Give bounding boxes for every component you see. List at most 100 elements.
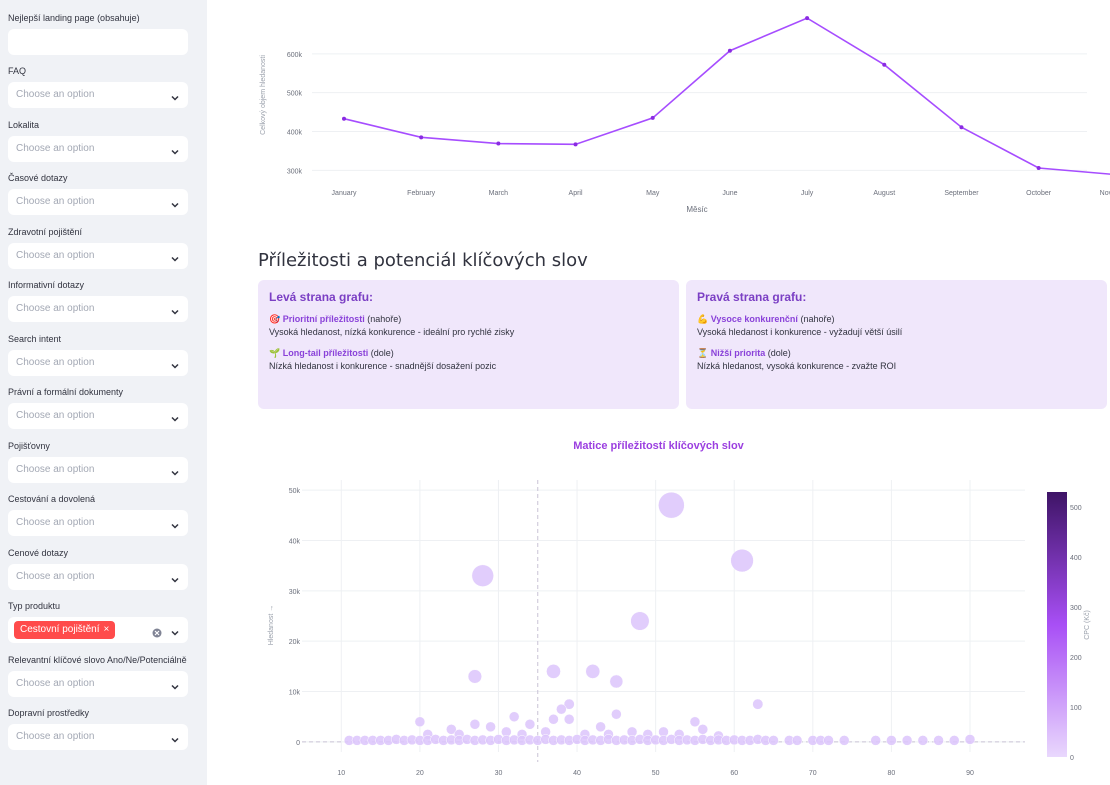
- scatter-chart-title: Matice příležitostí klíčových slov: [573, 440, 744, 452]
- chevron-down-icon[interactable]: [170, 679, 180, 690]
- filter-select[interactable]: Choose an option: [8, 724, 188, 750]
- highly-competitive-label: Vysoce konkurenční: [710, 314, 798, 324]
- chevron-down-icon[interactable]: [170, 251, 180, 262]
- scatter-point: [563, 714, 575, 725]
- x-axis-label: Měsíc: [686, 205, 707, 214]
- scatter-point: [548, 714, 559, 725]
- scatter-point: [595, 721, 606, 733]
- data-point: [1036, 166, 1041, 171]
- y-tick-label: 20k: [289, 639, 301, 646]
- clear-icon[interactable]: [152, 625, 162, 638]
- select-placeholder: Choose an option: [16, 410, 95, 421]
- monthly-search-volume-chart: 300k 400k 500k 600k January February March Apri…: [260, 16, 1110, 214]
- chevron-down-icon[interactable]: [170, 625, 180, 636]
- filter-label: Časové dotazy: [8, 173, 68, 183]
- position-note: (nahoře): [800, 314, 835, 324]
- chevron-down-icon[interactable]: [170, 518, 180, 529]
- x-tick-label: February: [407, 190, 436, 197]
- x-tick-label: November: [1100, 190, 1110, 197]
- chevron-down-icon[interactable]: [170, 732, 180, 743]
- data-point: [959, 125, 964, 130]
- select-placeholder: Choose an option: [16, 677, 95, 689]
- data-point: [573, 142, 578, 147]
- chevron-down-icon[interactable]: [170, 411, 180, 422]
- scatter-point: [485, 721, 496, 733]
- filter-select[interactable]: Choose an option: [8, 670, 188, 697]
- filter-select[interactable]: Choose an option: [8, 403, 188, 429]
- filter-select[interactable]: Choose an option: [8, 135, 188, 162]
- highly-competitive-desc: Vysoká hledanost i konkurence - vyžadují…: [697, 327, 903, 337]
- y-tick-label: 50k: [289, 488, 301, 495]
- select-placeholder: Choose an option: [16, 142, 95, 154]
- sidebar: Nejlepší landing page (obsahuje) FAQ Choo…: [0, 0, 207, 785]
- position-note: (nahoře): [367, 314, 402, 324]
- select-placeholder: Choose an option: [16, 196, 95, 207]
- left-side-info-box: Levá strana grafu: 🎯 Prioritní příležito…: [258, 280, 679, 409]
- filter-select[interactable]: Choose an option: [8, 189, 188, 215]
- filter-select[interactable]: Choose an option: [8, 563, 188, 590]
- filter-label: FAQ: [8, 66, 27, 76]
- scatter-point: [446, 724, 457, 735]
- filter-select[interactable]: Cestovní pojištění ×: [8, 617, 188, 643]
- target-icon: 🎯: [269, 314, 281, 324]
- x-tick-label: 20: [416, 770, 424, 777]
- data-point: [650, 115, 655, 120]
- select-placeholder: Choose an option: [16, 303, 95, 314]
- y-tick-label: 40k: [289, 538, 301, 545]
- select-placeholder: Choose an option: [16, 731, 95, 742]
- tag-remove-icon[interactable]: ×: [103, 624, 110, 635]
- filter-label: Search intent: [8, 333, 62, 344]
- y-axis-label: Hledanost →: [268, 605, 275, 645]
- x-tick-label: 10: [337, 770, 345, 777]
- data-point: [727, 48, 732, 53]
- flexed-arm-icon: 💪: [697, 314, 709, 324]
- select-placeholder: Choose an option: [16, 570, 95, 582]
- landing-page-input[interactable]: [8, 29, 188, 55]
- x-tick-label: July: [801, 190, 814, 197]
- scatter-point: [886, 735, 897, 746]
- colorbar: [1047, 492, 1067, 757]
- data-point: [496, 141, 501, 146]
- y-tick-label: 300k: [287, 168, 303, 175]
- data-point: [882, 62, 887, 67]
- y-tick-label: 30k: [289, 589, 301, 596]
- select-placeholder: Choose an option: [16, 89, 95, 100]
- x-tick-label: March: [489, 190, 509, 197]
- x-tick-label: May: [646, 190, 660, 197]
- filter-label: Cenové dotazy: [8, 547, 69, 558]
- scatter-point: [658, 491, 685, 519]
- lower-priority-desc: Nízká hledanost, vysoká konkurence - zva…: [697, 361, 897, 371]
- y-tick-label: 0: [296, 740, 300, 747]
- scatter-point: [823, 735, 834, 746]
- chevron-down-icon[interactable]: [170, 90, 180, 101]
- scatter-point: [546, 664, 561, 679]
- scatter-point: [469, 719, 481, 730]
- filter-label: Relevantní klíčové slovo Ano/Ne/Potenciá…: [8, 654, 187, 665]
- scatter-point: [949, 735, 960, 746]
- filter-select[interactable]: Choose an option: [8, 296, 188, 322]
- chevron-down-icon[interactable]: [170, 144, 180, 155]
- y-tick-label: 10k: [289, 690, 301, 697]
- filter-select[interactable]: Choose an option: [8, 242, 188, 269]
- chevron-down-icon[interactable]: [170, 358, 180, 369]
- filter-label: Lokalita: [8, 119, 40, 130]
- data-point: [805, 16, 810, 21]
- filter-label: Zdravotní pojištění: [8, 226, 83, 237]
- scatter-point: [524, 719, 536, 730]
- filter-label: Právní a formální dokumenty: [8, 387, 124, 397]
- filter-select[interactable]: Choose an option: [8, 510, 188, 536]
- x-tick-label: June: [722, 190, 737, 197]
- chevron-down-icon[interactable]: [170, 465, 180, 476]
- filter-select[interactable]: Choose an option: [8, 456, 188, 483]
- chevron-down-icon[interactable]: [170, 197, 180, 208]
- filter-label: Informativní dotazy: [8, 280, 85, 290]
- scatter-point: [414, 716, 426, 728]
- filter-select[interactable]: Choose an option: [8, 82, 188, 108]
- filter-select[interactable]: Choose an option: [8, 349, 188, 376]
- scatter-point: [839, 735, 850, 746]
- x-tick-label: 70: [809, 770, 817, 777]
- chevron-down-icon[interactable]: [170, 304, 180, 315]
- seedling-icon: 🌱: [269, 348, 281, 358]
- scatter-point: [609, 674, 624, 689]
- chevron-down-icon[interactable]: [170, 572, 180, 583]
